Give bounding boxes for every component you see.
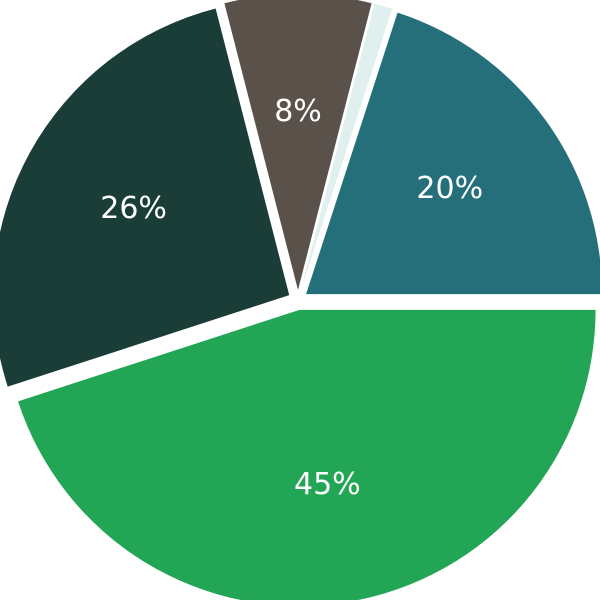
pie-slice-1 [18, 309, 596, 600]
pie-slice-0 [306, 12, 600, 295]
pie-slice-label-1: 45% [294, 467, 361, 502]
pie-slice-label-3: 8% [274, 94, 322, 129]
pie-labels: 20% 45% 26% 8% [100, 94, 483, 502]
pie-slice-2 [0, 8, 290, 387]
pie-slice-label-2: 26% [100, 191, 167, 226]
pie-slice-4 [300, 3, 393, 291]
pie-slice-3 [224, 0, 372, 290]
pie-slice-label-0: 20% [416, 171, 483, 206]
